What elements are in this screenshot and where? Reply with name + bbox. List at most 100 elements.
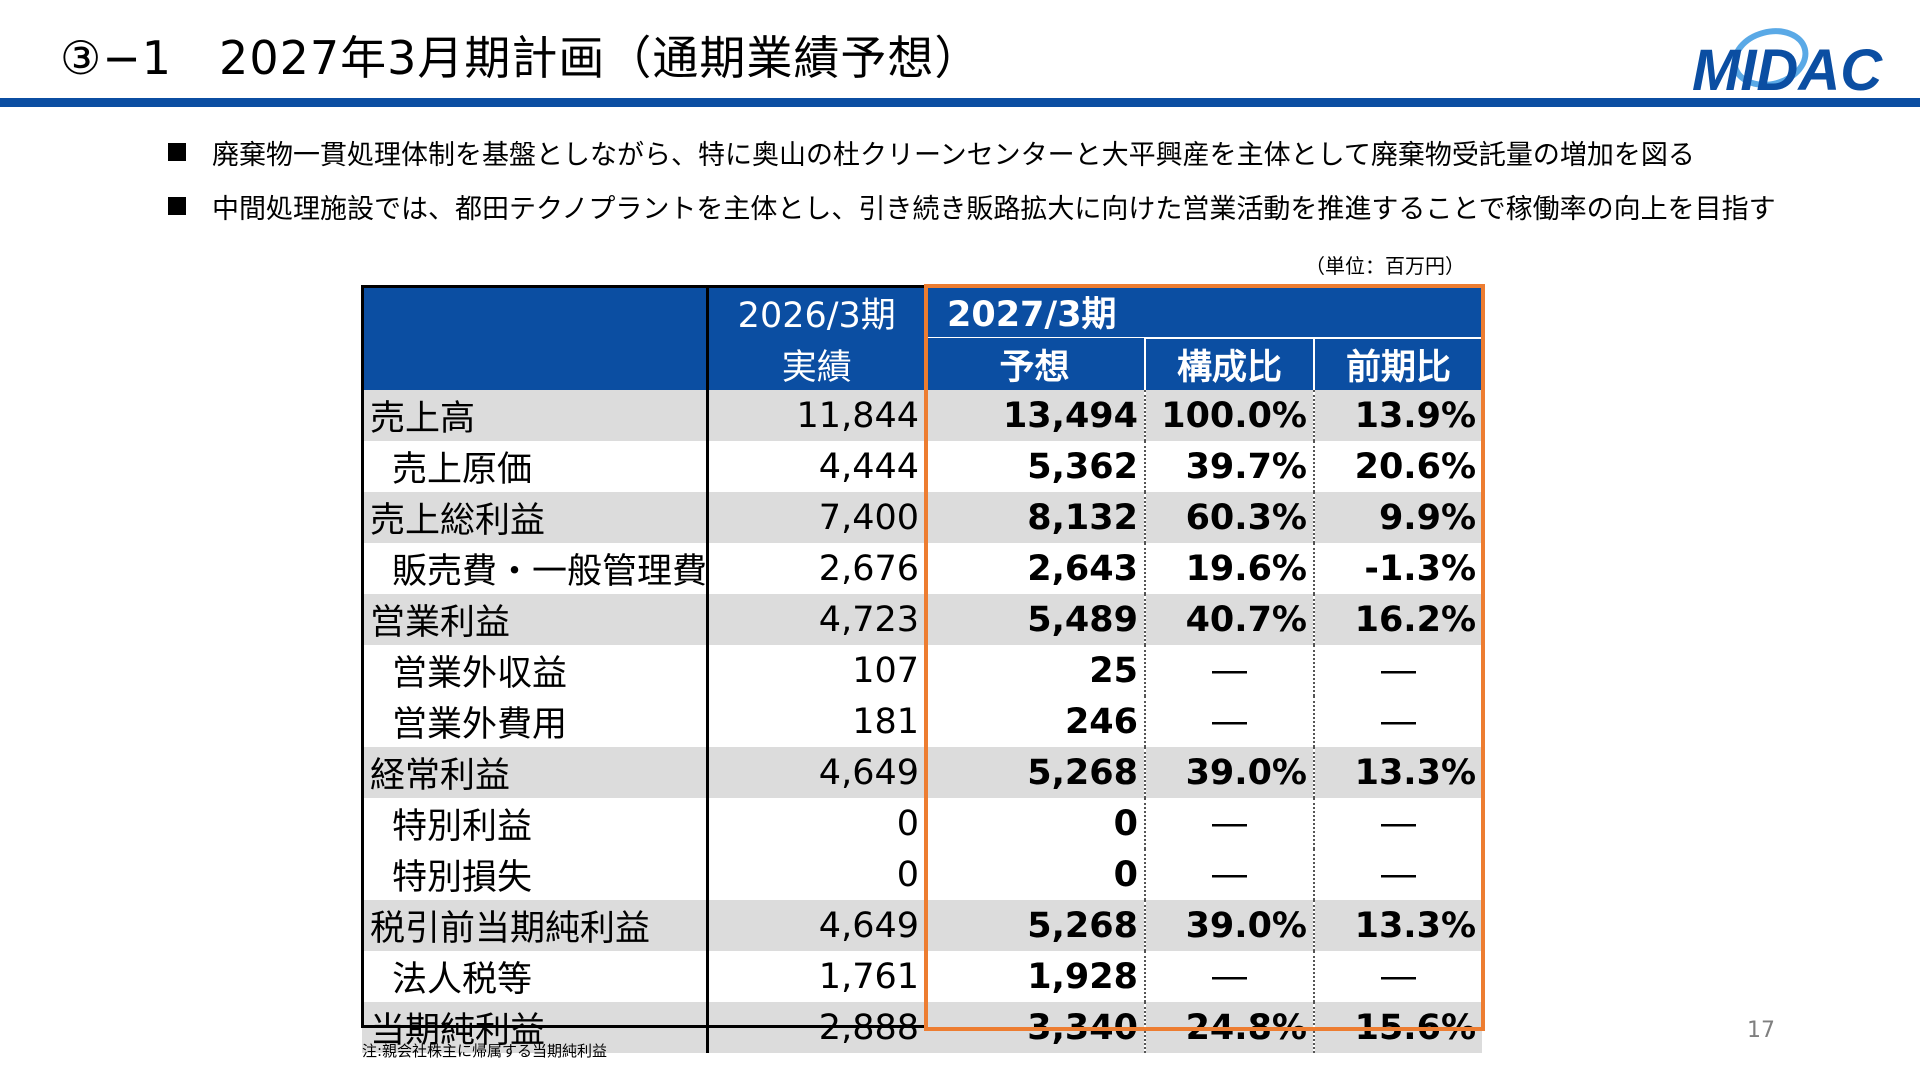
square-bullet-icon xyxy=(168,143,186,161)
table-row: 経常利益 4,649 5,268 39.0% 13.3% xyxy=(362,747,1483,798)
midac-logo: MIDAC xyxy=(1692,28,1883,100)
plan-cell: 13,494 xyxy=(925,390,1145,441)
page-number: 17 xyxy=(1747,1018,1775,1043)
ratio-cell: 60.3% xyxy=(1144,492,1314,543)
actual-cell: 107 xyxy=(705,645,925,696)
row-label: 経常利益 xyxy=(362,747,707,798)
ratio-cell: ― xyxy=(1144,798,1314,849)
bullet-item: 廃棄物一貫処理体制を基盤としながら、特に奥山の杜クリーンセンターと大平興産を主体… xyxy=(168,132,1776,172)
yoy-cell: ― xyxy=(1312,798,1483,849)
yoy-cell: ― xyxy=(1312,645,1483,696)
yoy-cell: ― xyxy=(1312,696,1483,747)
ratio-cell: 100.0% xyxy=(1144,390,1314,441)
plan-cell: 25 xyxy=(1089,650,1138,691)
row-label: 売上原価 xyxy=(392,450,533,490)
yoy-cell: 13.3% xyxy=(1312,747,1483,798)
actual-cell: 4,723 xyxy=(705,594,925,645)
header-2027-line1: 2027/3期 xyxy=(947,295,1117,335)
yoy-cell: 15.6% xyxy=(1312,1002,1483,1053)
table-row: 法人税等 1,761 1,928 ― ― xyxy=(362,951,1483,1002)
table-row: 販売費・一般管理費 2,676 2,643 19.6% -1.3% xyxy=(362,543,1483,594)
row-label: 営業利益 xyxy=(362,594,707,645)
bullet-list: 廃棄物一貫処理体制を基盤としながら、特に奥山の杜クリーンセンターと大平興産を主体… xyxy=(168,132,1776,240)
plan-cell: 5,268 xyxy=(925,747,1145,798)
table-header-row: 実績 予想 構成比 前期比 xyxy=(362,337,1483,390)
header-2026-line1: 2026/3期 xyxy=(705,286,925,338)
plan-cell: 0 xyxy=(1113,803,1138,844)
row-label: 法人税等 xyxy=(392,960,533,1000)
ratio-cell: ― xyxy=(1144,645,1314,696)
unit-label: （単位：百万円） xyxy=(1305,254,1465,278)
row-label: 営業外収益 xyxy=(392,654,568,694)
yoy-cell: 13.9% xyxy=(1312,390,1483,441)
row-label: 売上高 xyxy=(362,390,707,441)
row-label: 税引前当期純利益 xyxy=(362,900,707,951)
ratio-cell: 39.0% xyxy=(1144,747,1314,798)
ratio-cell: 39.0% xyxy=(1144,900,1314,951)
actual-cell: 2,676 xyxy=(705,543,925,594)
actual-cell: 4,649 xyxy=(705,747,925,798)
actual-cell: 7,400 xyxy=(705,492,925,543)
yoy-cell: 13.3% xyxy=(1312,900,1483,951)
yoy-cell: 20.6% xyxy=(1312,441,1483,492)
plan-cell: 3,340 xyxy=(925,1002,1145,1053)
ratio-cell: ― xyxy=(1144,696,1314,747)
row-label: 販売費・一般管理費 xyxy=(392,552,707,592)
bullet-text: 中間処理施設では、都田テクノプラントを主体とし、引き続き販路拡大に向けた営業活動… xyxy=(212,193,1776,225)
actual-cell: 0 xyxy=(705,798,925,849)
yoy-cell: 16.2% xyxy=(1312,594,1483,645)
plan-cell: 246 xyxy=(1064,701,1138,742)
plan-cell: 5,489 xyxy=(925,594,1145,645)
header-blank xyxy=(362,286,707,338)
table-row: 営業外費用 181 246 ― ― xyxy=(362,696,1483,747)
table-row: 売上高 11,844 13,494 100.0% 13.9% xyxy=(362,390,1483,441)
plan-cell: 5,362 xyxy=(1027,446,1138,487)
ratio-cell: 24.8% xyxy=(1144,1002,1314,1053)
ratio-cell: 39.7% xyxy=(1144,441,1314,492)
table-row: 特別利益 0 0 ― ― xyxy=(362,798,1483,849)
row-label: 売上総利益 xyxy=(362,492,707,543)
header-yoy: 前期比 xyxy=(1312,337,1483,390)
plan-cell: 0 xyxy=(1113,854,1138,895)
actual-cell: 181 xyxy=(705,696,925,747)
title-rule xyxy=(0,98,1920,107)
actual-cell: 11,844 xyxy=(705,390,925,441)
header-2027-line2: 予想 xyxy=(999,347,1070,388)
header-ratio: 構成比 xyxy=(1144,337,1314,390)
row-label: 特別損失 xyxy=(392,858,533,898)
bullet-item: 中間処理施設では、都田テクノプラントを主体とし、引き続き販路拡大に向けた営業活動… xyxy=(168,186,1776,226)
row-label: 特別利益 xyxy=(392,807,533,847)
ratio-cell: ― xyxy=(1144,951,1314,1002)
forecast-table: 2026/3期 2027/3期 実績 予想 構成比 前期比 売上高 11,844… xyxy=(362,286,1483,1053)
table-row: 特別損失 0 0 ― ― xyxy=(362,849,1483,900)
row-label: 営業外費用 xyxy=(392,705,568,745)
header-2026-line2: 実績 xyxy=(705,338,925,390)
table-row: 税引前当期純利益 4,649 5,268 39.0% 13.3% xyxy=(362,900,1483,951)
plan-cell: 1,928 xyxy=(1027,956,1138,997)
plan-cell: 5,268 xyxy=(925,900,1145,951)
table-row: 営業利益 4,723 5,489 40.7% 16.2% xyxy=(362,594,1483,645)
actual-cell: 2,888 xyxy=(705,1002,925,1053)
svg-text:MIDAC: MIDAC xyxy=(1692,38,1883,100)
ratio-cell: 19.6% xyxy=(1144,543,1314,594)
ratio-cell: ― xyxy=(1144,849,1314,900)
table-header-row: 2026/3期 2027/3期 xyxy=(362,286,1483,338)
table-row: 売上原価 4,444 5,362 39.7% 20.6% xyxy=(362,441,1483,492)
plan-cell: 2,643 xyxy=(1027,548,1138,589)
actual-cell: 0 xyxy=(705,849,925,900)
actual-cell: 4,444 xyxy=(705,441,925,492)
yoy-cell: 9.9% xyxy=(1312,492,1483,543)
table-row: 営業外収益 107 25 ― ― xyxy=(362,645,1483,696)
header-blank xyxy=(362,338,707,390)
square-bullet-icon xyxy=(168,197,186,215)
actual-cell: 4,649 xyxy=(705,900,925,951)
footnote: 注:親会社株主に帰属する当期純利益 xyxy=(362,1042,608,1060)
ratio-cell: 40.7% xyxy=(1144,594,1314,645)
yoy-cell: ― xyxy=(1312,951,1483,1002)
plan-cell: 8,132 xyxy=(925,492,1145,543)
yoy-cell: ― xyxy=(1312,849,1483,900)
page-title: ③−1 2027年3月期計画（通期業績予想） xyxy=(60,31,982,85)
table-row: 売上総利益 7,400 8,132 60.3% 9.9% xyxy=(362,492,1483,543)
bullet-text: 廃棄物一貫処理体制を基盤としながら、特に奥山の杜クリーンセンターと大平興産を主体… xyxy=(212,139,1695,171)
yoy-cell: -1.3% xyxy=(1312,543,1483,594)
